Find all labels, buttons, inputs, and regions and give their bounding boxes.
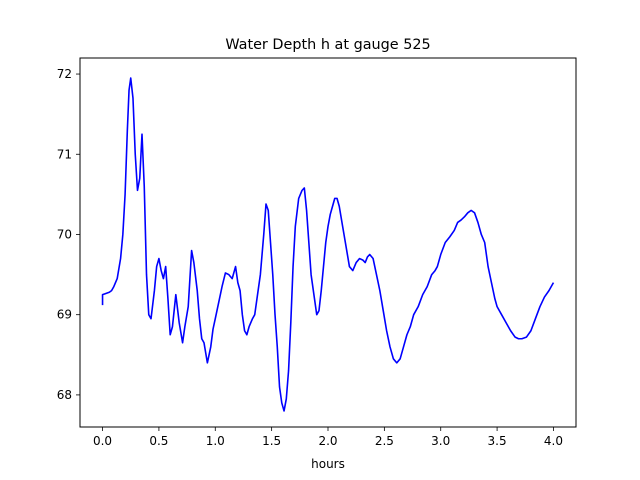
x-tick-label: 2.0 [318, 434, 337, 448]
x-tick-label: 0.5 [149, 434, 168, 448]
series-line-0 [101, 77, 555, 412]
y-tick-label: 68 [57, 388, 72, 402]
x-tick-label: 1.5 [262, 434, 281, 448]
x-tick-label: 2.5 [375, 434, 394, 448]
x-axis-label: hours [311, 457, 345, 471]
y-tick-label: 71 [57, 147, 72, 161]
x-tick-label: 3.5 [488, 434, 507, 448]
x-tick-label: 4.0 [544, 434, 563, 448]
series-group [101, 77, 555, 412]
x-axis-ticks: 0.0 0.5 1.0 1.5 2.0 2.5 3.0 3.5 4.0 [93, 427, 563, 448]
y-axis-ticks: 68 69 70 71 72 [57, 67, 80, 402]
x-tick-label: 3.0 [431, 434, 450, 448]
x-tick-label: 0.0 [93, 434, 112, 448]
chart-title: Water Depth h at gauge 525 [225, 37, 430, 53]
x-tick-label: 1.0 [206, 434, 225, 448]
plot-frame [79, 57, 577, 428]
y-tick-label: 69 [57, 308, 72, 322]
y-tick-label: 70 [57, 227, 72, 241]
y-tick-label: 72 [57, 67, 72, 81]
